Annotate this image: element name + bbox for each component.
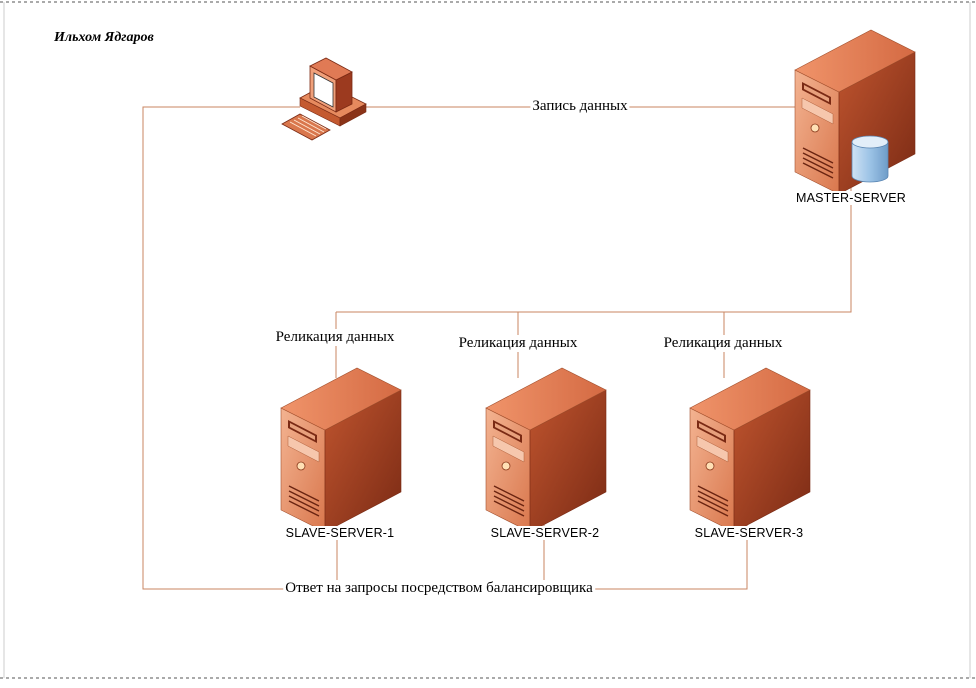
edge-label-replication-2: Реликация данных bbox=[456, 335, 580, 352]
edge-replication-bus bbox=[336, 185, 852, 313]
edge-label-response: Ответ на запросы посредством балансировщ… bbox=[283, 580, 595, 597]
slave-server-1-label: SLAVE-SERVER-1 bbox=[283, 526, 397, 540]
edge-label-replication-3: Реликация данных bbox=[661, 335, 785, 352]
slave-server-3-label: SLAVE-SERVER-3 bbox=[692, 526, 806, 540]
slave-server-3-icon bbox=[689, 367, 811, 533]
slave-server-2-icon bbox=[485, 367, 607, 533]
slave-server-1-icon bbox=[280, 367, 402, 533]
author-name: Ильхом Ядгаров bbox=[54, 30, 154, 45]
database-cylinder-icon bbox=[851, 135, 889, 183]
slave-server-2-label: SLAVE-SERVER-2 bbox=[488, 526, 602, 540]
desktop-computer-icon bbox=[281, 57, 367, 141]
master-server-label: MASTER-SERVER bbox=[793, 191, 909, 205]
edge-label-replication-1: Реликация данных bbox=[273, 329, 397, 346]
edge-label-write: Запись данных bbox=[530, 98, 630, 115]
edge-response bbox=[142, 106, 748, 590]
